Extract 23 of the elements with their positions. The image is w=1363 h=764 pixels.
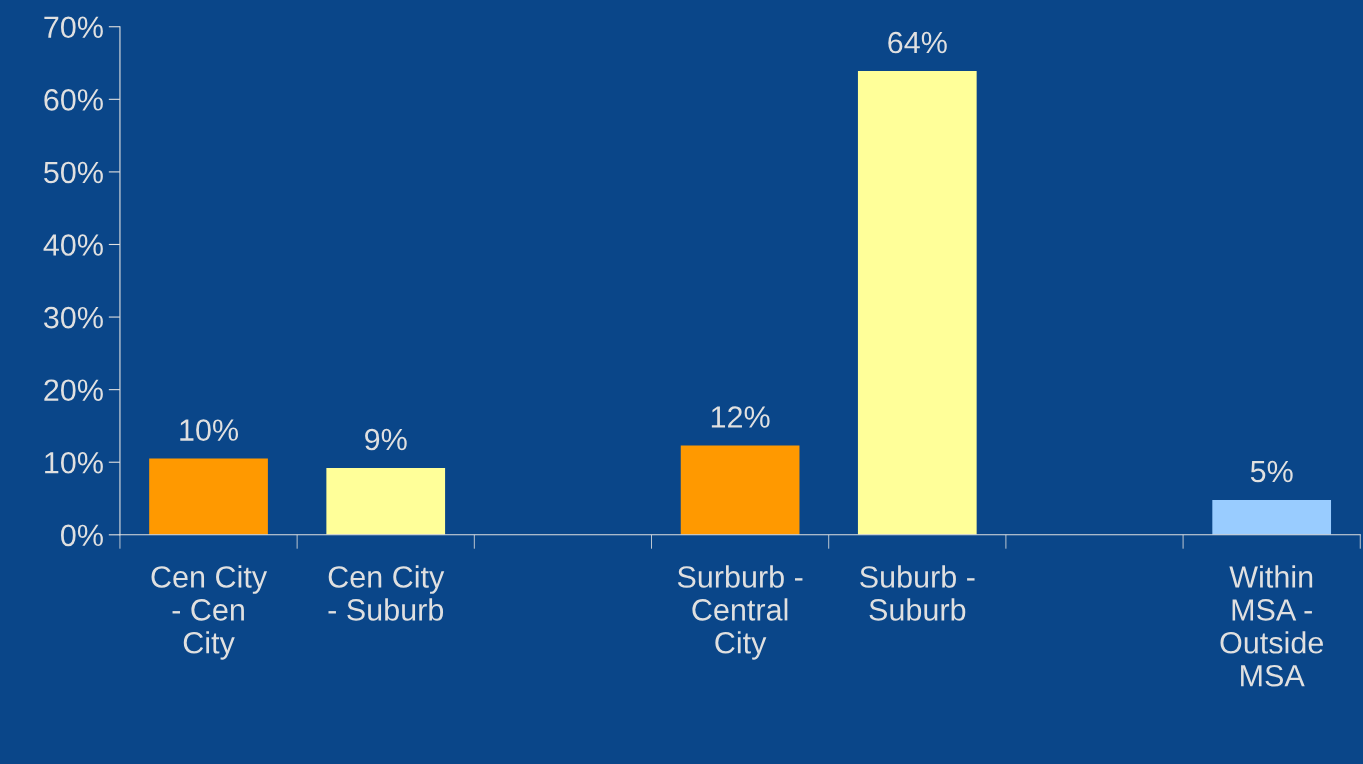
data-label: 12% [711,406,770,428]
y-tick-label: 20% [44,379,103,402]
bar [1212,499,1332,535]
data-label: 5% [1250,460,1293,483]
x-tick-label: Suburb - Suburb [860,565,975,621]
x-tick-label: Within MSA - Outside MSA [1220,565,1323,687]
y-tick-label: 10% [45,451,103,474]
y-tick-label: 30% [43,306,103,329]
bar [149,458,268,535]
y-tick-label: 70% [44,16,103,39]
bar [680,445,800,535]
y-tick-label: 60% [44,89,103,111]
data-label: 9% [365,428,407,451]
x-tick-label: Surburb - Central City [677,565,803,660]
data-label: 64% [888,31,947,54]
bar [857,71,977,535]
y-tick-label: 40% [43,234,103,256]
x-tick-label: Cen City - Cen City [151,565,268,660]
data-label: 10% [180,419,239,441]
x-tick-label: Cen City - Suburb [328,565,445,621]
y-tick-label: 0% [61,524,103,547]
bar [326,468,446,535]
y-tick-label: 50% [44,161,103,184]
